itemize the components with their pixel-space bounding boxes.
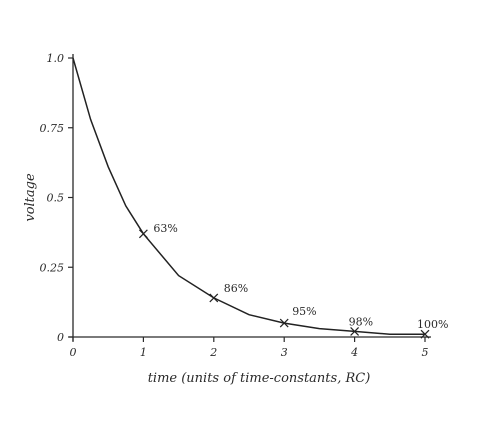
x-axis-title: time (units of time-constants, RC)	[148, 371, 371, 386]
x-tick-label: 4	[350, 346, 358, 359]
point-marker	[420, 329, 430, 339]
x-tick-label: 1	[140, 346, 147, 359]
y-tick-label: 0.75	[40, 122, 65, 135]
x-ticks: 0 1 2 3 4 5	[70, 337, 429, 359]
x-tick-label: 0	[70, 346, 77, 359]
point-marker	[279, 318, 289, 328]
y-axis-title: voltage	[23, 173, 38, 222]
percent-label: 98%	[349, 315, 373, 328]
annotation-markers: 63% 86% 95% 98% 100%	[138, 222, 448, 339]
y-tick-label: 0.5	[47, 192, 65, 205]
percent-label: 63%	[153, 222, 177, 235]
x-tick-label: 2	[209, 346, 217, 359]
x-tick-label: 3	[281, 346, 288, 359]
percent-label: 95%	[292, 305, 316, 318]
voltage-decay-curve	[72, 57, 425, 335]
x-tick-label: 5	[422, 346, 429, 359]
percent-label: 86%	[224, 282, 248, 295]
y-tick-label: 1.0	[47, 52, 65, 65]
y-ticks: 0 0.25 0.5 0.75 1.0	[40, 52, 73, 344]
point-marker	[350, 326, 360, 336]
percent-label: 100%	[417, 318, 448, 331]
y-tick-label: 0.25	[40, 261, 65, 274]
point-marker	[138, 229, 148, 239]
point-marker	[209, 293, 219, 303]
y-tick-label: 0	[57, 331, 64, 344]
axes	[69, 54, 431, 341]
